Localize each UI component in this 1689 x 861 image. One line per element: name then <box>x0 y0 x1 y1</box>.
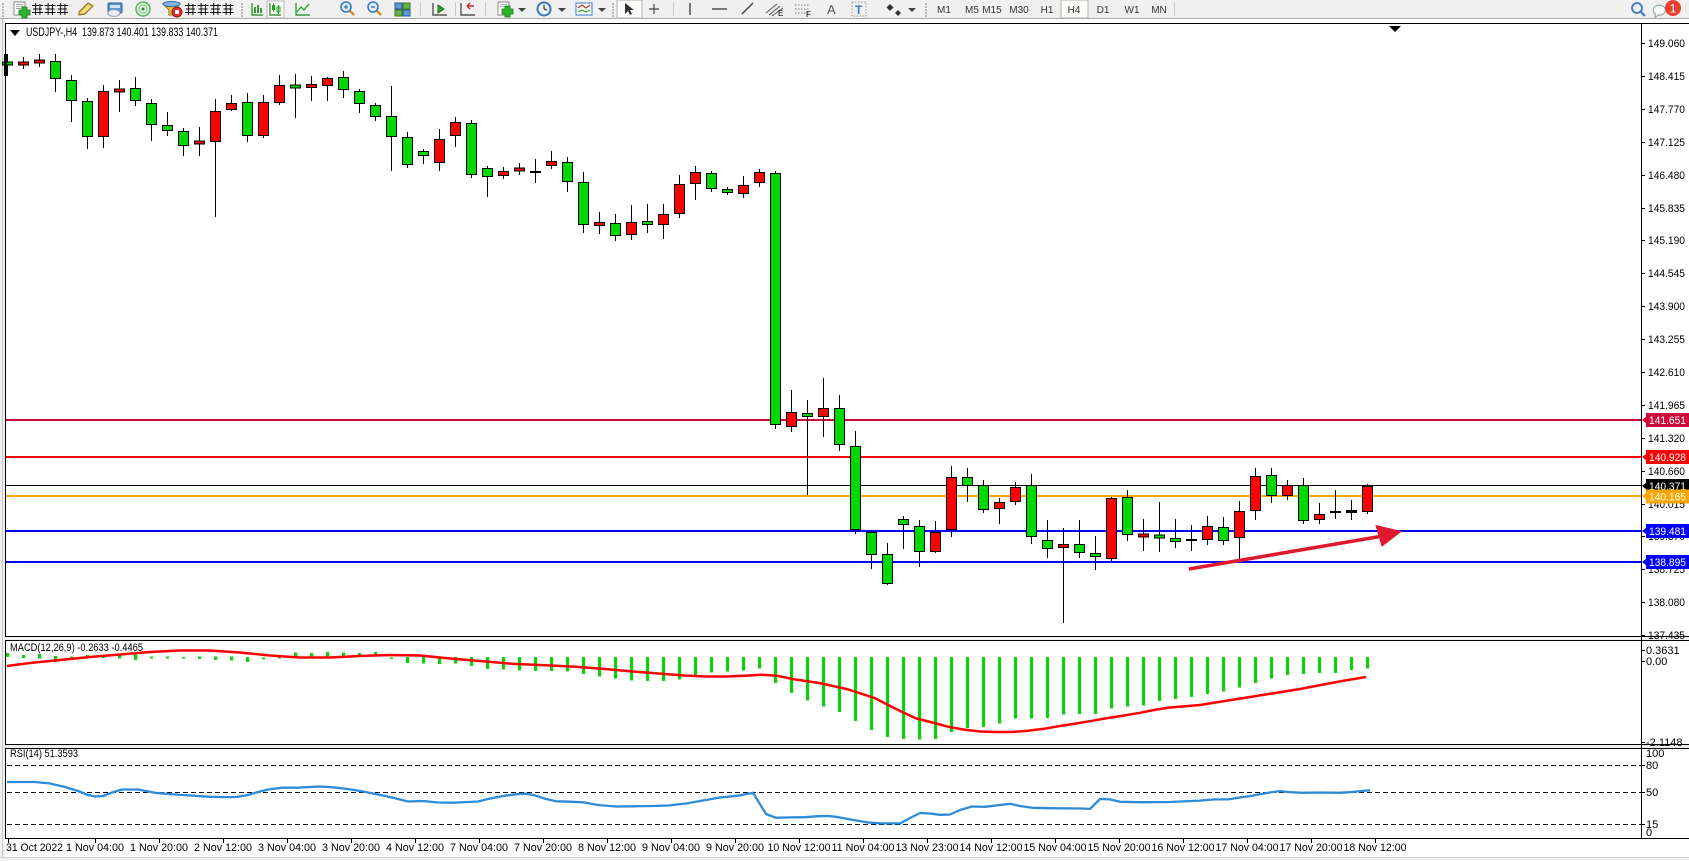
svg-text:17 Nov 04:00: 17 Nov 04:00 <box>1216 842 1279 854</box>
svg-text:H1: H1 <box>1041 5 1054 16</box>
svg-text:140.165: 140.165 <box>1649 492 1686 504</box>
svg-text:1: 1 <box>1670 2 1677 16</box>
svg-text:D1: D1 <box>1097 5 1110 16</box>
svg-text:140.928: 140.928 <box>1649 452 1686 464</box>
svg-text:149.060: 149.060 <box>1648 38 1685 50</box>
svg-text:-2.1148: -2.1148 <box>1646 737 1683 749</box>
svg-text:146.480: 146.480 <box>1648 170 1685 182</box>
svg-text:138.080: 138.080 <box>1648 597 1685 609</box>
svg-text:13 Nov 23:00: 13 Nov 23:00 <box>896 842 959 854</box>
svg-text:141.320: 141.320 <box>1648 433 1685 445</box>
svg-text:15 Nov 04:00: 15 Nov 04:00 <box>1024 842 1087 854</box>
svg-text:80: 80 <box>1646 760 1658 772</box>
svg-text:140.660: 140.660 <box>1648 466 1685 478</box>
svg-text:14 Nov 12:00: 14 Nov 12:00 <box>960 842 1023 854</box>
svg-text:139.481: 139.481 <box>1649 526 1686 538</box>
svg-text:50: 50 <box>1646 787 1658 799</box>
svg-text:MN: MN <box>1151 5 1167 16</box>
svg-text:M1: M1 <box>937 5 951 16</box>
svg-text:15: 15 <box>1646 819 1658 831</box>
svg-text:0.00: 0.00 <box>1646 656 1667 668</box>
svg-text:9 Nov 20:00: 9 Nov 20:00 <box>706 842 764 854</box>
svg-text:M15: M15 <box>982 5 1002 16</box>
svg-text:T: T <box>855 3 863 17</box>
svg-text:143.900: 143.900 <box>1648 301 1685 313</box>
svg-text:4 Nov 12:00: 4 Nov 12:00 <box>386 842 444 854</box>
svg-text:0: 0 <box>1646 827 1652 839</box>
svg-text:RSI(14) 51.3593: RSI(14) 51.3593 <box>10 748 78 760</box>
svg-text:15 Nov 20:00: 15 Nov 20:00 <box>1088 842 1151 854</box>
svg-text:143.255: 143.255 <box>1648 334 1685 346</box>
svg-text:1 Nov 20:00: 1 Nov 20:00 <box>130 842 188 854</box>
svg-text:137.435: 137.435 <box>1648 630 1685 642</box>
svg-text:10 Nov 12:00: 10 Nov 12:00 <box>768 842 831 854</box>
svg-text:M5: M5 <box>965 5 979 16</box>
svg-text:147.125: 147.125 <box>1648 137 1685 149</box>
svg-text:7 Nov 20:00: 7 Nov 20:00 <box>514 842 572 854</box>
svg-text:7 Nov 04:00: 7 Nov 04:00 <box>450 842 508 854</box>
svg-text:31 Oct 2022: 31 Oct 2022 <box>6 842 63 854</box>
svg-text:3 Nov 20:00: 3 Nov 20:00 <box>322 842 380 854</box>
svg-text:A: A <box>827 2 836 17</box>
svg-text:3 Nov 04:00: 3 Nov 04:00 <box>258 842 316 854</box>
svg-text:0.3631: 0.3631 <box>1646 645 1680 657</box>
svg-text:145.835: 145.835 <box>1648 203 1685 215</box>
svg-text:2 Nov 12:00: 2 Nov 12:00 <box>194 842 252 854</box>
svg-text:141.651: 141.651 <box>1649 415 1686 427</box>
svg-text:144.545: 144.545 <box>1648 268 1685 280</box>
svg-text:142.610: 142.610 <box>1648 367 1685 379</box>
svg-text:9 Nov 04:00: 9 Nov 04:00 <box>642 842 700 854</box>
svg-text:1 Nov 04:00: 1 Nov 04:00 <box>66 842 124 854</box>
svg-text:17 Nov 20:00: 17 Nov 20:00 <box>1280 842 1343 854</box>
svg-text:148.415: 148.415 <box>1648 71 1685 83</box>
svg-text:145.190: 145.190 <box>1648 235 1685 247</box>
svg-text:147.770: 147.770 <box>1648 104 1685 116</box>
svg-text:USDJPY-,H4 139.873 140.401 13: USDJPY-,H4 139.873 140.401 139.833 140.3… <box>26 25 218 39</box>
svg-text:H4: H4 <box>1068 5 1081 16</box>
svg-text:100: 100 <box>1646 748 1664 760</box>
svg-text:M30: M30 <box>1009 5 1029 16</box>
svg-text:18 Nov 12:00: 18 Nov 12:00 <box>1344 842 1407 854</box>
svg-text:11 Nov 04:00: 11 Nov 04:00 <box>832 842 895 854</box>
svg-text:W1: W1 <box>1125 5 1140 16</box>
svg-text:8 Nov 12:00: 8 Nov 12:00 <box>578 842 636 854</box>
svg-text:138.895: 138.895 <box>1649 557 1686 569</box>
svg-text:16 Nov 12:00: 16 Nov 12:00 <box>1152 842 1215 854</box>
svg-text:E: E <box>778 9 783 18</box>
svg-text:MACD(12,26,9) -0.2633 -0.4465: MACD(12,26,9) -0.2633 -0.4465 <box>10 642 143 654</box>
svg-text:F: F <box>806 10 811 19</box>
svg-text:141.965: 141.965 <box>1648 400 1685 412</box>
